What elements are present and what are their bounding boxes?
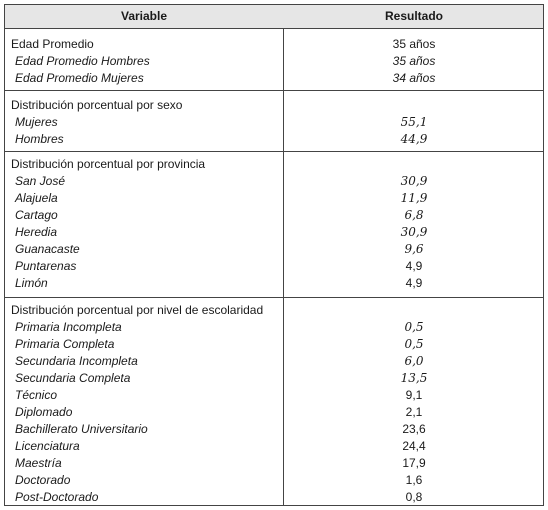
section-title: Distribución porcentual por sexo	[11, 98, 183, 112]
table-row: Diplomado 2,1	[5, 404, 543, 421]
table-row: Mujeres 55,1	[5, 114, 543, 131]
results-table: Variable Resultado Edad Promedio 35 años…	[4, 4, 544, 506]
row-label: Secundaria Completa	[15, 371, 131, 385]
row-value: 30,9	[400, 225, 428, 239]
header-variable: Variable	[120, 9, 168, 23]
table-row: Distribución porcentual por nivel de esc…	[5, 302, 543, 319]
row-label: Mujeres	[15, 115, 58, 129]
row-value: 0,5	[404, 337, 424, 351]
table-row: Técnico 9,1	[5, 387, 543, 404]
row-label: Maestría	[15, 456, 62, 470]
row-value: 35 años	[392, 54, 436, 68]
section-edad: Edad Promedio 35 años Edad Promedio Homb…	[5, 28, 543, 90]
table-row: Secundaria Incompleta 6,0	[5, 353, 543, 370]
table-row: Bachillerato Universitario 23,6	[5, 421, 543, 438]
row-value: 0,8	[405, 490, 423, 504]
header-resultado: Resultado	[384, 9, 443, 23]
table-row: Alajuela 11,9	[5, 190, 543, 207]
section-title: Distribución porcentual por provincia	[11, 157, 206, 171]
section-escolaridad: Distribución porcentual por nivel de esc…	[5, 297, 543, 506]
row-label: Secundaria Incompleta	[15, 354, 138, 368]
row-label: Licenciatura	[15, 439, 80, 453]
section-title: Distribución porcentual por nivel de esc…	[11, 303, 264, 317]
row-value: 23,6	[402, 422, 426, 436]
row-label: Primaria Incompleta	[15, 320, 122, 334]
row-label: Primaria Completa	[15, 337, 115, 351]
table-row: Primaria Completa 0,5	[5, 336, 543, 353]
row-value: 30,9	[400, 174, 428, 188]
section-provincia: Distribución porcentual por provincia Sa…	[5, 151, 543, 298]
table-row: Maestría 17,9	[5, 455, 543, 472]
row-label: Edad Promedio Mujeres	[15, 71, 144, 85]
table-row: Puntarenas 4,9	[5, 258, 543, 275]
column-divider	[283, 5, 284, 505]
table-row: Cartago 6,8	[5, 207, 543, 224]
row-value: 44,9	[400, 132, 428, 146]
table-row: Secundaria Completa 13,5	[5, 370, 543, 387]
row-value: 6,8	[404, 208, 424, 222]
row-value: 34 años	[392, 71, 436, 85]
row-value: 13,5	[400, 371, 428, 385]
row-value: 35 años	[392, 37, 436, 51]
row-label: San José	[15, 174, 66, 188]
row-value: 4,9	[405, 276, 423, 290]
row-value: 0,5	[404, 320, 424, 334]
row-value: 6,0	[404, 354, 424, 368]
table-row: Licenciatura 24,4	[5, 438, 543, 455]
row-label: Bachillerato Universitario	[15, 422, 148, 436]
row-value: 9,6	[404, 242, 424, 256]
table-row: Hombres 44,9	[5, 131, 543, 148]
row-value: 55,1	[400, 115, 428, 129]
table-row: Limón 4,9	[5, 275, 543, 292]
row-label: Cartago	[15, 208, 58, 222]
table-row: Distribución porcentual por sexo	[5, 97, 543, 114]
table-row: Edad Promedio Mujeres 34 años	[5, 70, 543, 87]
table-row: Edad Promedio 35 años	[5, 36, 543, 53]
row-label: Alajuela	[15, 191, 58, 205]
row-label: Hombres	[15, 132, 64, 146]
row-value: 11,9	[400, 191, 428, 205]
row-label: Guanacaste	[15, 242, 80, 256]
row-label: Doctorado	[15, 473, 71, 487]
table-row: Guanacaste 9,6	[5, 241, 543, 258]
row-label: Técnico	[15, 388, 58, 402]
section-sexo: Distribución porcentual por sexo Mujeres…	[5, 90, 543, 152]
section-title: Edad Promedio	[11, 37, 94, 51]
row-value: 24,4	[402, 439, 426, 453]
table-row: Distribución porcentual por provincia	[5, 156, 543, 173]
table-header: Variable Resultado	[5, 5, 543, 29]
row-value: 4,9	[405, 259, 423, 273]
table-row: San José 30,9	[5, 173, 543, 190]
table-row: Post-Doctorado 0,8	[5, 489, 543, 506]
row-value: 2,1	[405, 405, 423, 419]
table-row: Edad Promedio Hombres 35 años	[5, 53, 543, 70]
table-row: Primaria Incompleta 0,5	[5, 319, 543, 336]
row-label: Edad Promedio Hombres	[15, 54, 150, 68]
row-value: 9,1	[405, 388, 423, 402]
row-label: Post-Doctorado	[15, 490, 99, 504]
row-label: Diplomado	[15, 405, 73, 419]
row-label: Puntarenas	[15, 259, 77, 273]
row-label: Heredia	[15, 225, 58, 239]
table-row: Doctorado 1,6	[5, 472, 543, 489]
row-value: 17,9	[402, 456, 426, 470]
table-row: Heredia 30,9	[5, 224, 543, 241]
row-value: 1,6	[405, 473, 423, 487]
row-label: Limón	[15, 276, 48, 290]
